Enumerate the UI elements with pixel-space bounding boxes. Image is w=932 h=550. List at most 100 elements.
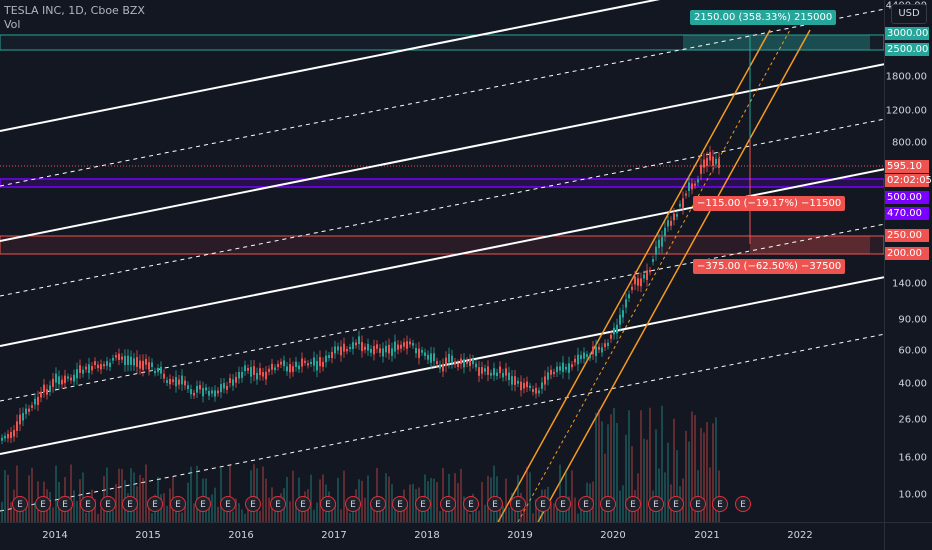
volume-bar xyxy=(76,500,78,522)
candle-body xyxy=(610,334,612,339)
candle-body xyxy=(193,392,195,396)
earnings-marker[interactable]: E xyxy=(220,496,236,512)
volume-bar xyxy=(580,506,582,522)
earnings-marker[interactable]: E xyxy=(170,496,186,512)
volume-bar xyxy=(88,506,90,522)
candle-body xyxy=(478,367,480,376)
candle-body xyxy=(520,381,522,391)
earnings-marker[interactable]: E xyxy=(12,496,28,512)
price-tick: 800.00 xyxy=(892,137,927,149)
earnings-marker[interactable]: E xyxy=(735,496,751,512)
volume-bar xyxy=(673,418,675,522)
earnings-marker[interactable]: E xyxy=(270,496,286,512)
earnings-marker[interactable]: E xyxy=(147,496,163,512)
price-scale[interactable]: 4400.00 1800.00 1200.00 800.00 140.00 90… xyxy=(884,0,932,522)
earnings-marker[interactable]: E xyxy=(555,496,571,512)
candle-body xyxy=(208,390,210,396)
earnings-marker[interactable]: E xyxy=(345,496,361,512)
earnings-marker[interactable]: E xyxy=(392,496,408,512)
earnings-marker[interactable]: E xyxy=(122,496,138,512)
time-tick: 2017 xyxy=(321,530,347,541)
volume-bar xyxy=(217,506,219,522)
volume-bar xyxy=(232,511,234,522)
volume-bar xyxy=(244,513,246,522)
candle-body xyxy=(538,390,540,394)
earnings-marker[interactable]: E xyxy=(510,496,526,512)
candle-body xyxy=(307,363,309,366)
earnings-marker[interactable]: E xyxy=(690,496,706,512)
earnings-marker[interactable]: E xyxy=(57,496,73,512)
measure-label-up[interactable]: 2150.00 (358.33%) 215000 xyxy=(690,10,837,25)
candle-body xyxy=(250,366,252,377)
measure-box-down xyxy=(750,236,870,254)
measure-label-down-2[interactable]: −375.00 (−62.50%) −37500 xyxy=(693,259,846,274)
currency-button[interactable]: USD xyxy=(891,4,927,24)
volume-bar xyxy=(70,464,72,522)
candle-body xyxy=(364,346,366,350)
candle-body xyxy=(400,344,402,349)
volume-bar xyxy=(715,417,717,522)
candle-body xyxy=(160,366,162,374)
earnings-marker[interactable]: E xyxy=(415,496,431,512)
candle-body xyxy=(145,358,147,365)
earnings-marker[interactable]: E xyxy=(320,496,336,512)
earnings-marker[interactable]: E xyxy=(535,496,551,512)
earnings-marker[interactable]: E xyxy=(648,496,664,512)
candle-body xyxy=(448,353,450,363)
volume-bar xyxy=(1,501,3,522)
volume-label[interactable]: Vol xyxy=(4,18,21,31)
candle-body xyxy=(115,355,117,358)
earnings-marker[interactable]: E xyxy=(245,496,261,512)
candle-body xyxy=(55,373,57,383)
earnings-marker[interactable]: E xyxy=(668,496,684,512)
candle-body xyxy=(382,348,384,357)
earnings-marker[interactable]: E xyxy=(440,496,456,512)
volume-bar xyxy=(442,468,444,522)
earnings-marker[interactable]: E xyxy=(487,496,503,512)
candle-body xyxy=(157,368,159,372)
earnings-marker[interactable]: E xyxy=(100,496,116,512)
candle-body xyxy=(109,362,111,367)
earnings-marker[interactable]: E xyxy=(578,496,594,512)
earnings-marker[interactable]: E xyxy=(295,496,311,512)
candle-body xyxy=(511,376,513,385)
earnings-marker[interactable]: E xyxy=(463,496,479,512)
candle-body xyxy=(592,346,594,355)
channel-midline xyxy=(0,223,884,402)
candle-body xyxy=(196,385,198,393)
candle-body xyxy=(577,354,579,365)
volume-bar xyxy=(553,503,555,522)
volume-bar xyxy=(493,465,495,522)
volume-bar xyxy=(691,411,693,522)
candle-body xyxy=(367,343,369,351)
candle-body xyxy=(325,355,327,363)
measure-label-down-1[interactable]: −115.00 (−19.17%) −11500 xyxy=(693,196,846,211)
candle-body xyxy=(124,355,126,366)
candle-body xyxy=(76,369,78,379)
candle-body xyxy=(712,156,714,167)
candle-body xyxy=(646,270,648,280)
earnings-marker[interactable]: E xyxy=(600,496,616,512)
earnings-marker[interactable]: E xyxy=(80,496,96,512)
candle-body xyxy=(595,346,597,357)
earnings-marker[interactable]: E xyxy=(195,496,211,512)
candle-body xyxy=(370,348,372,353)
earnings-marker[interactable]: E xyxy=(712,496,728,512)
volume-bar xyxy=(163,493,165,522)
symbol-title[interactable]: TESLA INC, 1D, Cboe BZX xyxy=(4,4,145,17)
volume-bar xyxy=(310,474,312,522)
volume-bar xyxy=(106,467,108,522)
earnings-marker[interactable]: E xyxy=(35,496,51,512)
volume-bar xyxy=(7,474,9,522)
time-scale[interactable]: 2014 2015 2016 2017 2018 2019 2020 2021 … xyxy=(0,522,884,550)
candle-body xyxy=(634,276,636,285)
volume-bar xyxy=(253,464,255,522)
candle-body xyxy=(427,354,429,360)
volume-bar xyxy=(532,513,534,522)
earnings-marker[interactable]: E xyxy=(625,496,641,512)
candle-body xyxy=(91,366,93,371)
earnings-marker[interactable]: E xyxy=(370,496,386,512)
scale-corner xyxy=(884,522,932,550)
candle-body xyxy=(97,364,99,369)
